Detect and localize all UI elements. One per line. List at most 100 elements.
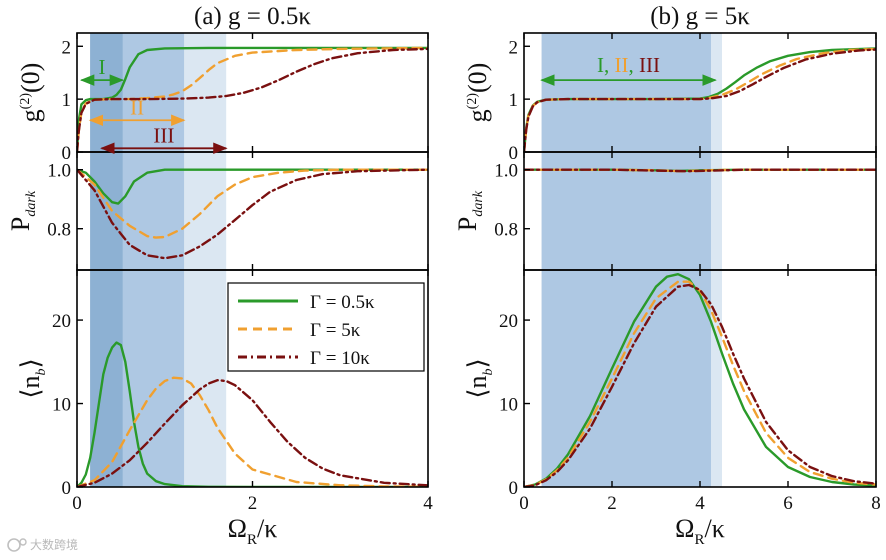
range-label-part: , [629, 53, 640, 77]
x-tick-label: 4 [695, 493, 705, 514]
x-axis-label: ΩR/κ [675, 514, 725, 548]
y-axis-label: Pdark [453, 190, 486, 231]
series-group [77, 46, 428, 154]
subplot-g2: 0 1 2 g(2)(0) [16, 32, 429, 164]
y-axis-label-sub: b [34, 369, 49, 376]
range-label-part: , [604, 53, 615, 77]
y-axis-label-main: g [463, 109, 492, 122]
x-tick-label: 2 [607, 493, 617, 514]
y-tick-label: 1 [509, 90, 519, 111]
series-line-gamma-10 [77, 47, 428, 154]
y-axis-label-sup: (2) [18, 93, 33, 110]
panel-b: 0 1 2 g(2)(0) 0.8 1.0 Pdark 0 10 20 ⟨nb⟩ I, II, III… [453, 3, 881, 548]
x-axis-label-sub: R [694, 532, 704, 548]
series-line-gamma-0.5 [77, 341, 428, 487]
legend-label-gamma-5: Γ = 5κ [310, 320, 361, 341]
y-axis-label: g(2)(0) [463, 63, 492, 123]
x-axis-label-main: Ω [675, 514, 694, 543]
y-tick-label: 0 [62, 478, 72, 499]
y-axis-label-main: g [16, 109, 45, 122]
x-axis-label-main: Ω [228, 514, 247, 543]
x-tick-label: 4 [423, 493, 433, 514]
y-tick-label: 0.8 [494, 220, 518, 241]
y-tick-label: 2 [62, 37, 72, 58]
watermark-text: 大数跨境 [30, 537, 78, 552]
y-axis-label-tail: ⟩ [16, 358, 45, 368]
subplot-pdark: 0.8 1.0 Pdark [453, 151, 877, 271]
watermark-logo-icon [7, 538, 27, 552]
y-tick-label: 20 [52, 311, 71, 332]
range-label-iii: III [153, 123, 174, 147]
subplot-pdark: 0.8 1.0 Pdark [6, 151, 429, 271]
subplot-nb: 0 10 20 ⟨nb⟩ [463, 269, 877, 499]
panel-title-value: = 0.5κ [247, 3, 312, 30]
series-line-gamma-5 [524, 280, 876, 487]
series-line-gamma-10 [524, 168, 876, 173]
y-axis-label-main: ⟨n [16, 376, 45, 399]
series-group [524, 168, 876, 173]
legend-label-gamma-10: Γ = 10κ [310, 348, 370, 369]
y-axis-label-tail: (0) [463, 63, 492, 93]
y-tick-label: 0.8 [47, 220, 71, 241]
range-label-combined: I, II, III [597, 53, 660, 77]
x-tick-label: 0 [72, 493, 82, 514]
x-tick-label: 2 [248, 493, 258, 514]
y-axis-label-tail: ⟩ [463, 358, 492, 368]
panel-title: (a) g = 0.5κ [194, 3, 311, 30]
series-line-gamma-10 [524, 283, 876, 487]
series-line-gamma-0.5 [524, 273, 876, 487]
shaded-region-i [90, 33, 123, 487]
y-tick-label: 2 [509, 37, 519, 58]
range-label-part: III [639, 53, 660, 77]
y-axis-label-main: P [6, 217, 35, 231]
series-group [524, 273, 876, 487]
range-arrows: I, II, III [540, 53, 717, 86]
panel-title: (b) g = 5κ [650, 3, 750, 30]
y-axis-label-sub: dark [471, 190, 486, 216]
y-axis-label: g(2)(0) [16, 63, 45, 123]
series-line-gamma-10 [77, 168, 428, 260]
y-axis-label-sup: (2) [465, 93, 480, 110]
y-tick-label: 0 [509, 143, 519, 164]
shaded-regions [90, 33, 227, 487]
y-axis-label: ⟨nb⟩ [16, 358, 49, 398]
series-group [77, 341, 428, 487]
x-tick-label: 0 [519, 493, 529, 514]
shaded-region-i [541, 33, 711, 487]
series-line-gamma-10 [524, 48, 876, 154]
range-label-ii: II [130, 95, 144, 119]
y-tick-label: 1.0 [494, 161, 518, 182]
y-tick-label: 20 [499, 311, 518, 332]
x-axis-label-tail: /κ [257, 514, 277, 543]
y-axis-label: ⟨nb⟩ [463, 358, 496, 398]
range-label-i: I [99, 55, 106, 79]
series-line-gamma-0.5 [77, 46, 428, 154]
shaded-regions [541, 33, 722, 487]
subplot-nb: 0 10 20 ⟨nb⟩ [16, 269, 429, 499]
legend: Γ = 0.5κ Γ = 5κ Γ = 10κ [227, 282, 425, 372]
series-line-gamma-0.5 [77, 168, 428, 205]
series-group [524, 47, 876, 154]
y-tick-label: 1.0 [47, 161, 71, 182]
y-tick-label: 10 [499, 395, 518, 416]
series-line-gamma-5 [77, 168, 428, 239]
y-axis-label-main: P [453, 217, 482, 231]
legend-label-gamma-0.5: Γ = 0.5κ [310, 292, 375, 313]
y-axis-label: Pdark [6, 190, 39, 231]
range-label-part: II [615, 53, 629, 77]
series-group [77, 168, 428, 260]
x-tick-label: 8 [871, 493, 881, 514]
series-line-gamma-10 [77, 379, 428, 487]
y-tick-label: 0 [62, 143, 72, 164]
range-label-part: I [597, 53, 604, 77]
x-axis-label-sub: R [247, 532, 257, 548]
x-tick-label: 6 [783, 493, 793, 514]
y-tick-label: 10 [52, 395, 71, 416]
panel-title-prefix: (a) g [194, 3, 247, 30]
y-axis-label-main: ⟨n [463, 376, 492, 399]
panel-title-value: = 5κ [704, 3, 750, 30]
y-axis-label-sub: b [481, 369, 496, 376]
series-line-gamma-5 [77, 376, 428, 487]
